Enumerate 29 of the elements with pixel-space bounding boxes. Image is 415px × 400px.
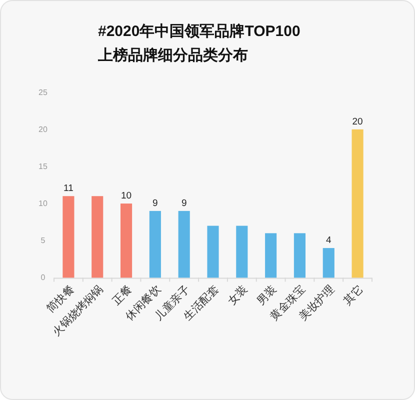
bar [236,226,248,278]
bar [322,248,334,278]
bar [62,196,74,278]
data-label: 11 [64,183,74,194]
bar [149,210,161,278]
y-tick-label: 0 [40,273,46,282]
y-tick-label: 25 [38,88,48,97]
y-tick-label: 15 [38,162,48,171]
data-label: 4 [326,235,332,246]
y-tick-label: 5 [40,236,46,246]
x-tick-label: 正餐 [110,283,135,308]
y-tick-label: 20 [38,124,48,134]
bar [352,129,364,278]
bar [120,204,132,278]
x-tick-label: 女装 [225,282,250,308]
bar [294,233,306,278]
bar [92,196,104,278]
bar [265,233,277,278]
x-tick-label: 其它 [341,282,366,308]
data-label: 10 [120,190,132,202]
y-tick-label: 10 [38,199,48,208]
bar [178,210,190,278]
chart-subtitle: 上榜品牌细分品类分布 [97,47,248,64]
data-label: 9 [181,198,187,209]
x-tick-label: 男装 [254,282,280,308]
bar [207,226,219,278]
chart-title: #2020年中国领军品牌TOP100 [98,23,300,40]
data-label: 20 [352,116,363,128]
data-label: 9 [152,198,158,209]
